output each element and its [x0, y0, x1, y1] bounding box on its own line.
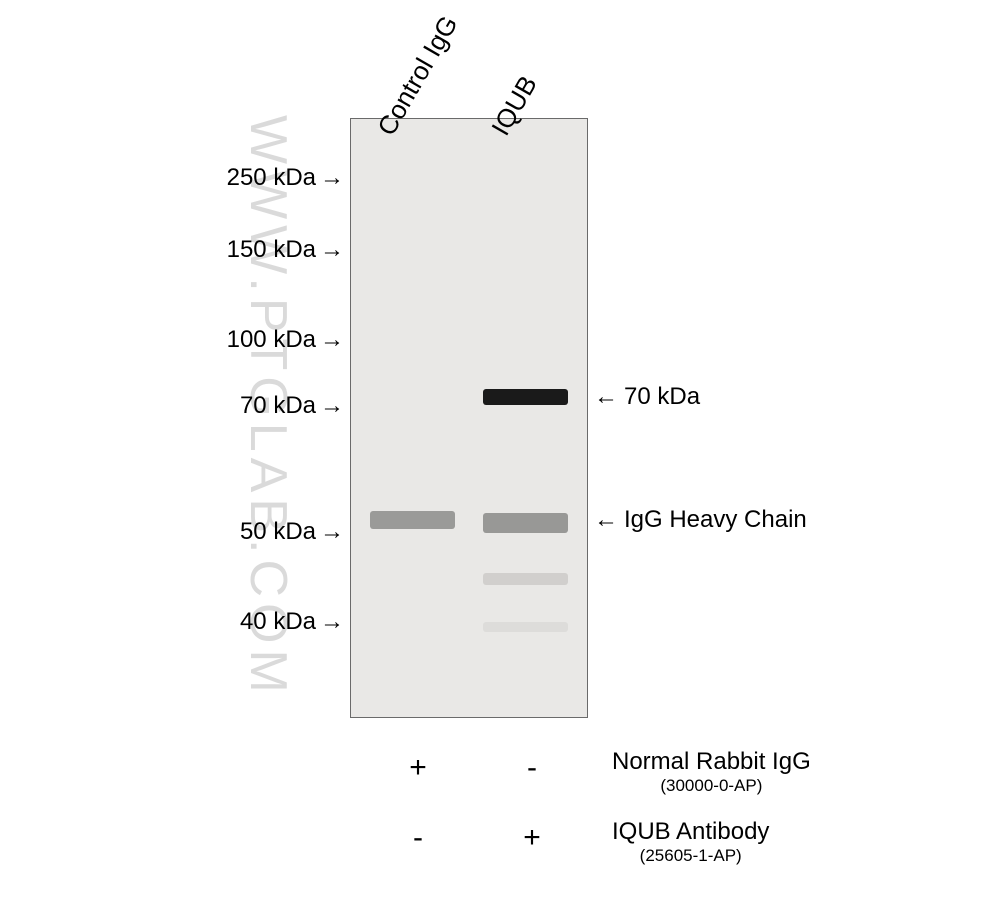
band-iqub-2	[483, 573, 568, 585]
ladder-labels-group: 250 kDa→150 kDa→100 kDa→70 kDa→50 kDa→40…	[0, 118, 344, 718]
ladder-label-0: 250 kDa→	[227, 164, 344, 192]
lane-iqub	[478, 119, 572, 717]
right-annotation-text: 70 kDa	[624, 383, 700, 410]
ladder-label-text: 250 kDa	[227, 164, 316, 191]
band-control-0	[370, 511, 455, 529]
figure-container: WWW.PTGLAB.COM 250 kDa→150 kDa→100 kDa→7…	[0, 0, 1000, 903]
ladder-label-text: 100 kDa	[227, 326, 316, 353]
right-annotation-0: ←70 kDa	[594, 383, 700, 411]
right-annotation-text: IgG Heavy Chain	[624, 506, 807, 533]
ladder-label-text: 70 kDa	[240, 392, 316, 419]
arrow-right-icon: →	[320, 608, 344, 636]
ladder-label-3: 70 kDa→	[240, 392, 344, 420]
treatment-mark-row1-lane0: -	[413, 821, 423, 855]
ladder-label-text: 150 kDa	[227, 236, 316, 263]
band-iqub-1	[483, 513, 568, 533]
right-annotations-group: ←70 kDa←IgG Heavy Chain	[594, 118, 1000, 718]
treatment-mark-row0-lane1: -	[527, 751, 537, 785]
arrow-right-icon: →	[320, 164, 344, 192]
treatment-row-label-1: IQUB Antibody(25605-1-AP)	[612, 818, 769, 866]
ladder-label-text: 40 kDa	[240, 608, 316, 635]
band-iqub-3	[483, 622, 568, 632]
lane-control	[365, 119, 459, 717]
treatment-mark-row1-lane1: +	[523, 821, 541, 855]
right-annotation-1: ←IgG Heavy Chain	[594, 506, 807, 534]
arrow-right-icon: →	[320, 326, 344, 354]
treatment-row-label-0: Normal Rabbit IgG(30000-0-AP)	[612, 748, 811, 796]
treatment-row-sublabel-text: (30000-0-AP)	[612, 776, 811, 796]
ladder-label-4: 50 kDa→	[240, 518, 344, 546]
band-iqub-0	[483, 389, 568, 405]
western-blot-gel	[350, 118, 588, 718]
arrow-right-icon: →	[320, 236, 344, 264]
arrow-left-icon: ←	[594, 383, 618, 411]
arrow-right-icon: →	[320, 392, 344, 420]
treatment-row-label-text: Normal Rabbit IgG	[612, 748, 811, 775]
ladder-label-text: 50 kDa	[240, 518, 316, 545]
treatment-row-sublabel-text: (25605-1-AP)	[612, 846, 769, 866]
ladder-label-2: 100 kDa→	[227, 326, 344, 354]
ladder-label-1: 150 kDa→	[227, 236, 344, 264]
arrow-right-icon: →	[320, 518, 344, 546]
treatment-row-label-text: IQUB Antibody	[612, 818, 769, 845]
arrow-left-icon: ←	[594, 506, 618, 534]
ladder-label-5: 40 kDa→	[240, 608, 344, 636]
treatment-mark-row0-lane0: +	[409, 751, 427, 785]
